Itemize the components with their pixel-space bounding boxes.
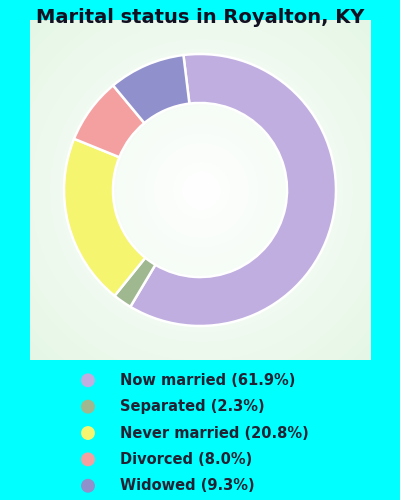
Wedge shape <box>113 55 189 123</box>
Text: Separated (2.3%): Separated (2.3%) <box>120 399 265 414</box>
Text: Widowed (9.3%): Widowed (9.3%) <box>120 478 255 493</box>
Wedge shape <box>64 139 145 296</box>
Text: Now married (61.9%): Now married (61.9%) <box>120 373 295 388</box>
Text: Marital status in Royalton, KY: Marital status in Royalton, KY <box>36 8 364 27</box>
Wedge shape <box>74 86 144 157</box>
Wedge shape <box>114 258 155 307</box>
Text: Never married (20.8%): Never married (20.8%) <box>120 426 309 440</box>
Text: Divorced (8.0%): Divorced (8.0%) <box>120 452 252 467</box>
Wedge shape <box>130 54 336 326</box>
